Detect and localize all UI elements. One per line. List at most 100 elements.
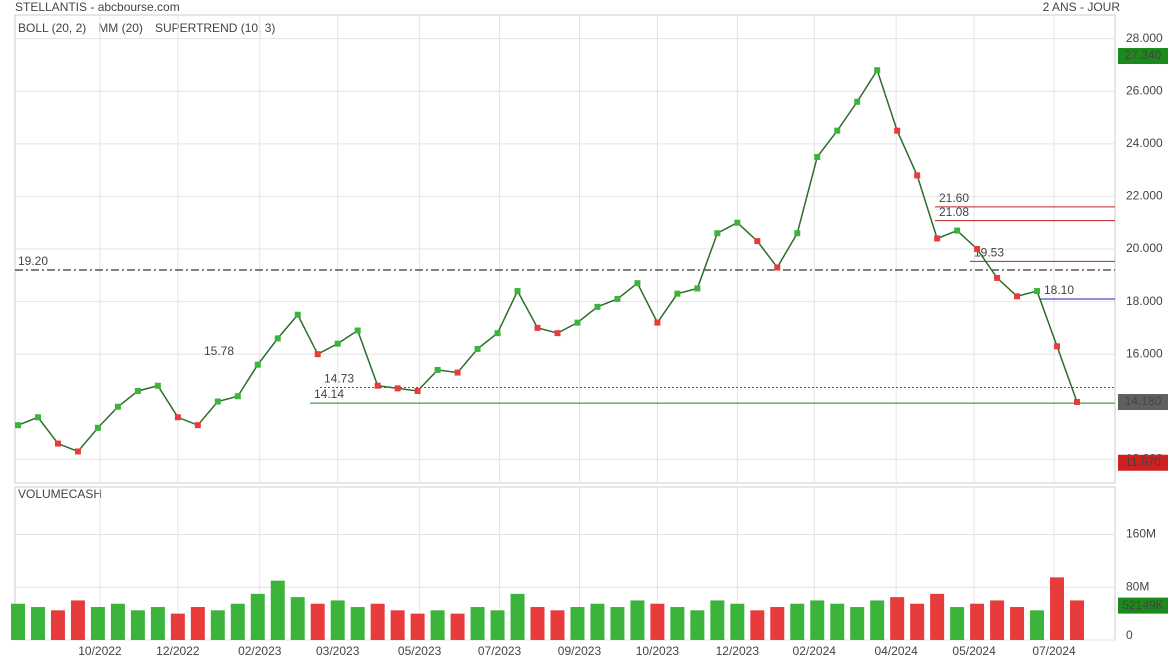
price-line — [17, 68, 1078, 453]
y-tick-label: 160M — [1126, 527, 1156, 541]
x-tick-label: 07/2023 — [478, 644, 522, 658]
volume-bar — [930, 593, 945, 640]
price-badge-label: 52149K — [1122, 598, 1163, 612]
y-tick-label: 20.000 — [1126, 241, 1163, 255]
candle — [874, 67, 881, 74]
candle — [454, 369, 461, 376]
volume-bar — [990, 600, 1005, 640]
price-badge-label: 27.340 — [1125, 48, 1162, 62]
x-tick-label: 03/2023 — [316, 644, 360, 658]
candle — [914, 172, 921, 179]
candle — [1074, 399, 1080, 406]
volume-bar — [110, 603, 125, 640]
candle — [534, 324, 541, 331]
volume-bar — [330, 600, 345, 640]
volume-bar — [910, 603, 925, 640]
candle — [1054, 343, 1061, 350]
y-tick-label: 0 — [1126, 628, 1133, 642]
volume-bar — [870, 600, 885, 640]
volume-bar — [790, 603, 805, 640]
level-label: 21.08 — [939, 205, 969, 219]
candle — [314, 351, 321, 358]
price-badge — [1118, 394, 1168, 411]
volume-bar — [750, 610, 765, 640]
volume-bar — [270, 580, 285, 640]
candle — [134, 387, 141, 394]
volume-bar — [810, 600, 825, 640]
volume-bar — [970, 603, 985, 640]
candle — [434, 366, 441, 373]
candle — [94, 424, 101, 431]
x-tick-label: 10/2023 — [636, 644, 680, 658]
candle — [574, 319, 581, 326]
price-badge-label: 14.180 — [1125, 394, 1162, 408]
legend-entry: BOLL (20, 2) — [18, 21, 86, 35]
volume-bar — [650, 603, 665, 640]
candle — [694, 285, 701, 292]
candle — [654, 319, 661, 326]
y-tick-label: 28.000 — [1126, 31, 1163, 45]
candle — [974, 246, 981, 252]
candle — [234, 393, 241, 400]
candle — [15, 422, 21, 429]
x-tick-label: 07/2024 — [1032, 644, 1076, 658]
candle — [754, 238, 761, 245]
volume-bar — [210, 610, 225, 640]
price-badge — [1118, 597, 1168, 614]
x-tick-label: 04/2024 — [874, 644, 918, 658]
volume-bar — [390, 610, 405, 640]
legend-entry: SUPERTREND (10, 3) — [155, 21, 275, 35]
y-tick-label: 16.000 — [1126, 346, 1163, 360]
volume-bar — [370, 603, 385, 640]
volume-bar — [410, 613, 425, 640]
volume-bar — [510, 593, 525, 640]
volume-bar — [830, 603, 845, 640]
volume-bar — [290, 597, 305, 640]
candle — [894, 127, 901, 134]
y-tick-label: 80M — [1126, 579, 1149, 593]
volume-bar — [430, 610, 445, 640]
volume-bar — [30, 607, 45, 640]
volume-bar — [50, 610, 65, 640]
level-label: 15.78 — [204, 344, 234, 358]
x-tick-label: 09/2023 — [558, 644, 602, 658]
price-badge — [1118, 48, 1168, 65]
candle — [854, 98, 861, 105]
candle — [794, 230, 801, 237]
y-tick-label: 22.000 — [1126, 189, 1163, 203]
volume-bar — [1070, 600, 1084, 640]
volume-bar — [150, 607, 165, 640]
level-label: 14.73 — [324, 372, 354, 386]
volume-bar — [630, 600, 645, 640]
volume-bar — [770, 607, 785, 640]
candle — [554, 330, 561, 337]
level-label: 14.14 — [314, 387, 344, 401]
candle — [934, 235, 941, 242]
candle — [1014, 293, 1021, 300]
volume-bar — [730, 603, 745, 640]
volume-bar — [1030, 610, 1045, 640]
volume-bar — [610, 607, 625, 640]
level-label: 19.20 — [18, 254, 48, 268]
candle — [74, 448, 81, 455]
y-tick-label: 26.000 — [1126, 83, 1163, 97]
chart-title: STELLANTIS - abcbourse.com — [15, 0, 180, 14]
volume-bar — [710, 600, 725, 640]
volume-bar — [250, 593, 265, 640]
volume-bar — [1010, 607, 1025, 640]
volume-bar — [490, 610, 505, 640]
volume-bar — [190, 607, 205, 640]
candle — [254, 361, 261, 368]
x-tick-label: 10/2022 — [78, 644, 122, 658]
volume-bar — [70, 600, 85, 640]
x-tick-label: 12/2023 — [716, 644, 760, 658]
candle — [474, 345, 481, 352]
volume-bar — [130, 610, 145, 640]
candle — [834, 127, 841, 134]
x-tick-label: 02/2024 — [793, 644, 837, 658]
volume-bar — [11, 603, 25, 640]
volume-bar — [530, 607, 545, 640]
volume-bar — [590, 603, 605, 640]
candle — [594, 303, 601, 310]
